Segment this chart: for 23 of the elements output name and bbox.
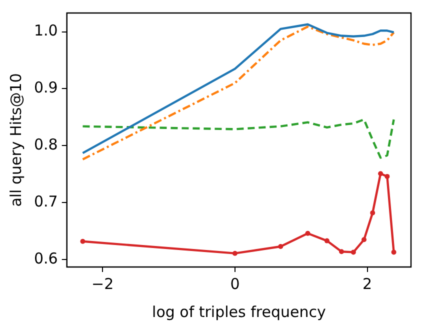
- point: [339, 249, 344, 254]
- point: [391, 250, 396, 255]
- y-tick-label: 0.7: [34, 192, 58, 211]
- point: [350, 250, 356, 255]
- line-series: [82, 118, 395, 159]
- point: [232, 250, 238, 256]
- point: [362, 237, 367, 242]
- point: [305, 230, 310, 236]
- x-tick-label: −2: [92, 274, 114, 293]
- y-tick-label: 1.0: [34, 22, 58, 40]
- point: [278, 244, 284, 249]
- y-tick-label: 0.9: [34, 78, 58, 97]
- point: [378, 171, 384, 176]
- point: [370, 210, 376, 216]
- y-axis-title: all query Hits@10: [6, 73, 25, 207]
- x-tick-label: 0: [230, 274, 240, 293]
- point: [324, 238, 330, 244]
- x-axis-title: log of triples frequency: [152, 302, 326, 321]
- y-tick-label: 0.8: [34, 136, 58, 154]
- point: [80, 238, 86, 244]
- y-tick-label: 0.6: [34, 249, 58, 268]
- point: [384, 174, 390, 179]
- x-tick-label: 2: [362, 274, 372, 293]
